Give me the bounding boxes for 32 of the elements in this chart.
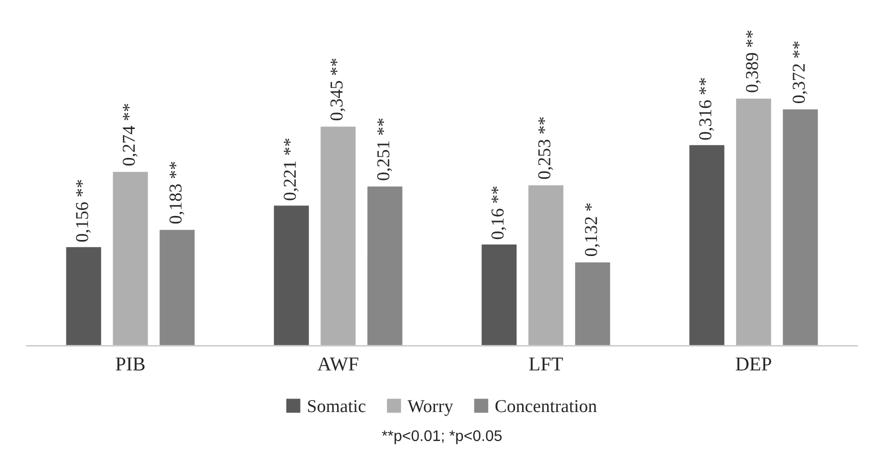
legend-label: Concentration [495,400,597,412]
data-label: 0,345 ** [330,58,346,120]
x-tick-label: PIB [116,358,145,370]
x-tick-label: DEP [736,358,772,370]
data-label: 0,221 ** [284,138,299,200]
bar [480,243,518,346]
x-tick-label: AWF [317,358,358,371]
bar [781,108,820,346]
bar [112,170,150,346]
legend-label: Somatic [308,400,366,412]
data-label: 0,316 ** [699,78,714,140]
bar [574,260,612,346]
data-label: 0,251 ** [377,118,392,180]
data-label: 0,389 ** [746,30,761,92]
data-label: 0,274 ** [122,104,138,166]
bar [688,144,726,346]
bar [158,228,196,346]
bar [734,97,772,346]
x-tick-label: LFT [529,358,563,370]
data-label: 0,253 ** [538,117,553,179]
data-label: 0,372 ** [792,41,808,104]
legend-label: Worry [408,400,454,416]
data-label: 0,132 * [584,203,600,256]
bar [527,184,565,346]
text: **p<0.01; *p<0.05 [382,430,502,444]
bar [319,125,357,346]
bar [366,185,404,346]
data-label: 0,16 ** [491,186,506,240]
bar [272,204,310,346]
bar [64,246,103,346]
data-label: 0,183 ** [169,162,184,224]
data-label: 0,156 ** [76,180,91,242]
